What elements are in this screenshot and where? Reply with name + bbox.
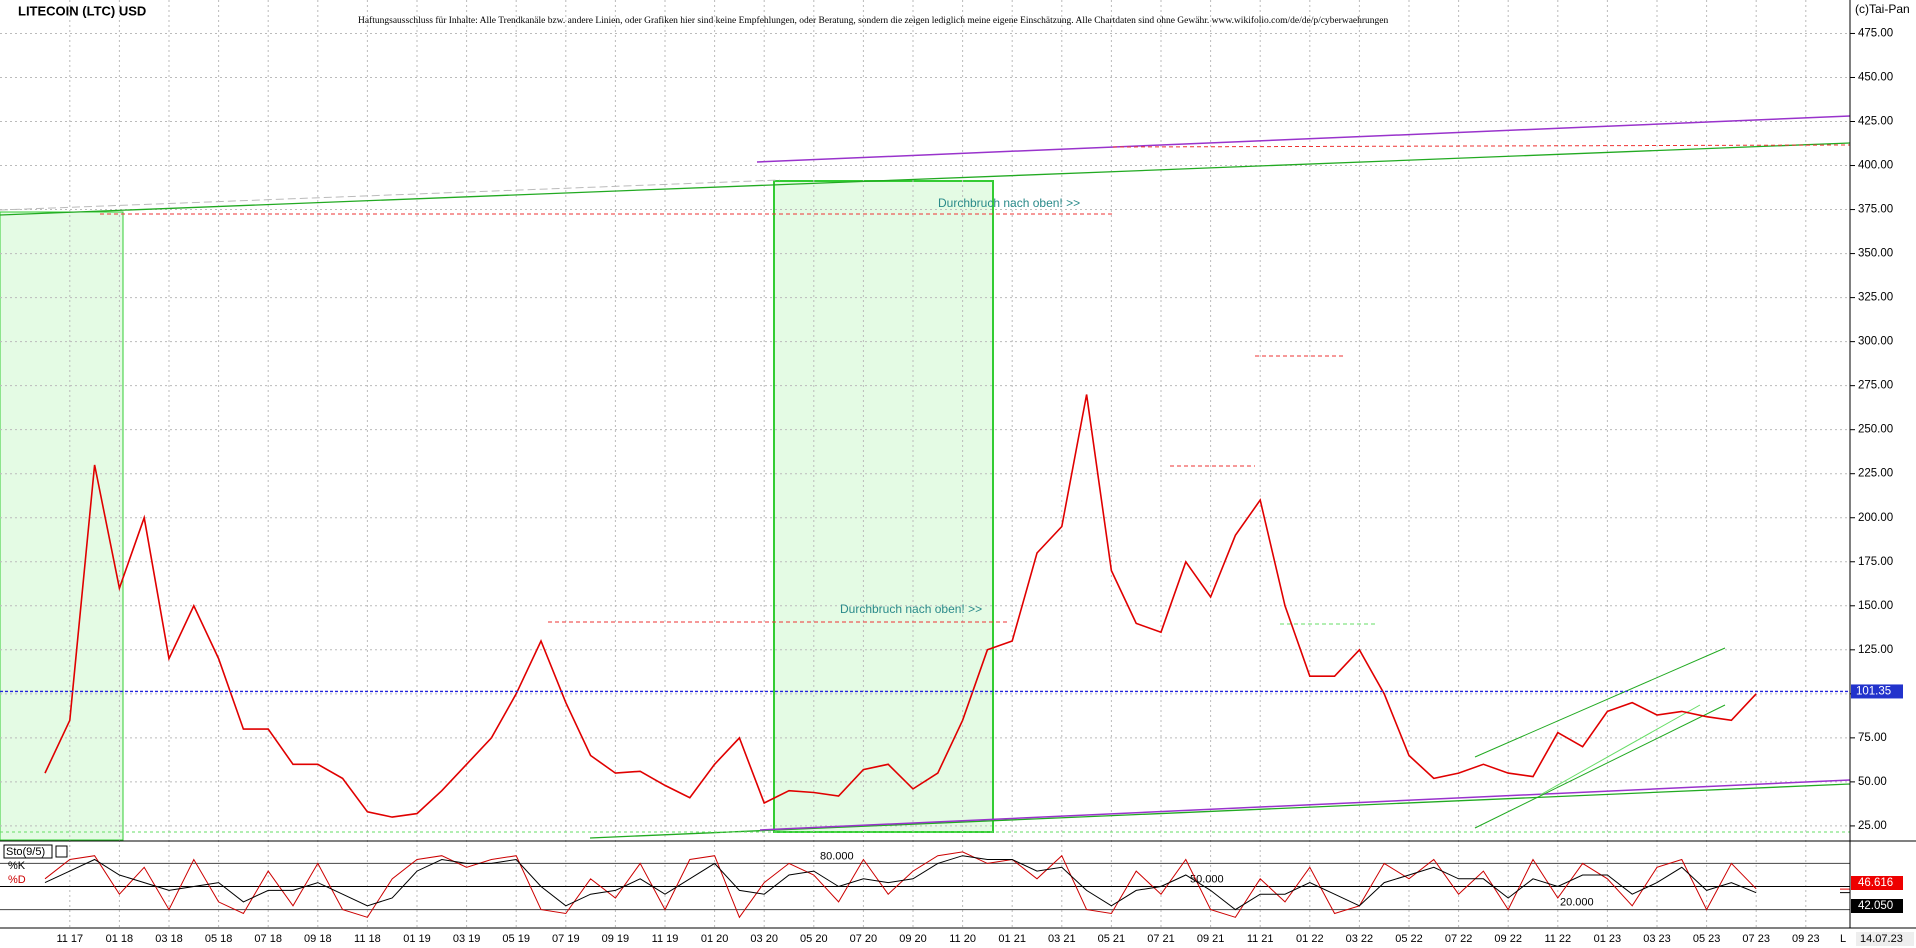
trend-line [1539,704,1701,796]
y-tick-label: 475.00 [1858,27,1893,39]
x-tick-label: 11 22 [1544,933,1571,945]
x-tick-label: 07 23 [1742,933,1770,945]
x-tick-label: 11 19 [652,933,679,945]
x-tick-label: 05 20 [800,933,828,945]
x-tick-label: 05 23 [1693,933,1721,945]
value-label: 46.616 [1858,877,1893,889]
disclaimer: Haftungsausschluss für Inhalte: Alle Tre… [358,15,1389,26]
x-tick-label: 03 20 [750,933,778,945]
x-tick-label: 03 23 [1643,933,1671,945]
x-tick-label: 05 18 [205,933,233,945]
legend-entry: %K [8,860,26,872]
y-tick-label: 50.00 [1858,776,1887,788]
y-tick-label: 75.00 [1858,732,1887,744]
y-tick-label: 350.00 [1858,248,1893,260]
indicator-button[interactable] [55,845,68,858]
trend-line [1474,704,1726,829]
indicator-label-box [3,844,53,859]
credit: (c)Tai-Pan [1855,2,1910,16]
date-label: 14.07.23 [1860,933,1903,945]
value-box [1851,876,1903,890]
x-tick-label: 01 22 [1296,933,1324,945]
y-tick-label: 250.00 [1858,424,1893,436]
x-tick-label: 03 22 [1346,933,1374,945]
legend-entry: %D [8,874,26,886]
x-tick-label: 01 19 [403,933,431,945]
trend-line [756,115,1851,163]
value-label: 42.050 [1858,900,1893,912]
price-box [1851,684,1903,699]
x-tick-label: 03 21 [1048,933,1076,945]
y-tick-label: 400.00 [1858,160,1893,172]
y-tick-label: 150.00 [1858,600,1893,612]
y-tick-label: 275.00 [1858,380,1893,392]
y-tick-label: 25.00 [1858,820,1887,832]
x-tick-label: 05 19 [502,933,530,945]
x-tick-label: 07 19 [552,933,580,945]
chart-title: LITECOIN (LTC) USD [18,3,146,18]
y-tick-label: 200.00 [1858,512,1893,524]
x-tick-label: 09 18 [304,933,332,945]
x-tick-label: 05 21 [1098,933,1126,945]
date-box [1856,932,1914,946]
x-tick-label: 01 20 [701,933,729,945]
y-tick-label: 450.00 [1858,72,1893,84]
x-tick-label: 01 23 [1594,933,1622,945]
x-tick-label: 09 19 [602,933,630,945]
x-tick-label: 07 20 [850,933,878,945]
trend-line [1474,647,1726,758]
y-tick-label: 80.000 [820,850,854,862]
x-tick-label: 01 21 [998,933,1026,945]
zone [0,211,124,841]
trend-line [0,179,781,211]
x-tick-label: 03 19 [453,933,481,945]
y-tick-label: 20.000 [1560,897,1594,909]
y-tick-label: 375.00 [1858,204,1893,216]
y-tick-label: 175.00 [1858,556,1893,568]
corner-label: L [1840,933,1846,945]
stoch-line [44,851,1757,919]
trend-line [759,779,1851,831]
trend-line [0,142,1851,216]
x-tick-label: 11 21 [1247,933,1274,945]
x-tick-label: 09 20 [899,933,927,945]
y-tick-label: 425.00 [1858,116,1893,128]
x-tick-label: 09 21 [1197,933,1225,945]
x-tick-label: 01 18 [106,933,134,945]
y-tick-label: 325.00 [1858,292,1893,304]
stoch-line [44,855,1757,911]
resistance-line [1112,144,1851,148]
y-tick-label: 50.000 [1190,873,1224,885]
zone [773,180,994,833]
value-box [1851,899,1903,913]
x-tick-label: 11 20 [949,933,976,945]
x-tick-label: 03 18 [155,933,183,945]
trend-line [589,783,1851,839]
x-tick-label: 11 18 [354,933,381,945]
x-tick-label: 07 18 [254,933,282,945]
x-tick-label: 09 23 [1792,933,1820,945]
price-line [44,394,1757,818]
annotation: Durchbruch nach oben! >> [938,196,1080,210]
indicator-title: Sto(9/5) [6,846,45,858]
y-tick-label: 125.00 [1858,644,1893,656]
x-tick-label: 07 21 [1147,933,1175,945]
x-tick-label: 11 17 [56,933,83,945]
y-tick-label: 225.00 [1858,468,1893,480]
annotation: Durchbruch nach oben! >> [840,602,982,616]
price-label: 101.35 [1856,685,1891,697]
x-tick-label: 05 22 [1395,933,1423,945]
y-tick-label: 300.00 [1858,336,1893,348]
x-tick-label: 07 22 [1445,933,1473,945]
x-tick-label: 09 22 [1494,933,1522,945]
